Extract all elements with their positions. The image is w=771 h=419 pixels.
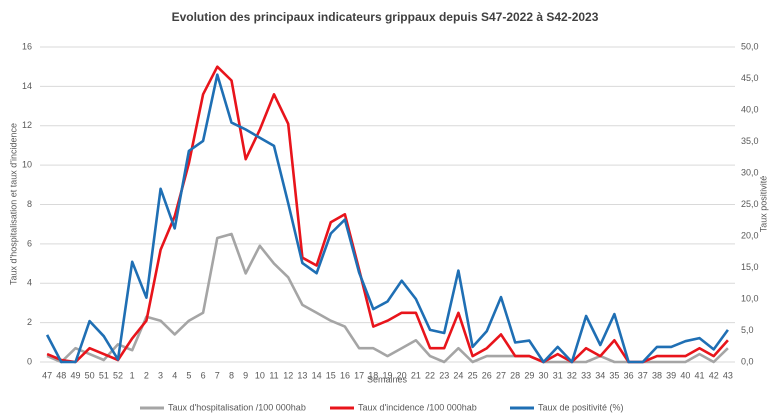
y2-tick-label: 45,0 [741, 73, 759, 83]
y2-tick-label: 20,0 [741, 230, 759, 240]
x-tick-label: 28 [510, 370, 520, 380]
y-tick-label: 16 [22, 41, 32, 51]
x-tick-label: 51 [99, 370, 109, 380]
x-tick-label: 15 [326, 370, 336, 380]
x-tick-label: 6 [201, 370, 206, 380]
x-tick-label: 24 [453, 370, 463, 380]
y2-tick-label: 5,0 [741, 325, 754, 335]
y2-tick-label: 50,0 [741, 41, 759, 51]
chart-title: Evolution des principaux indicateurs gri… [172, 10, 599, 24]
legend-label: Taux de positivité (%) [538, 402, 624, 412]
x-tick-label: 16 [340, 370, 350, 380]
x-tick-label: 18 [368, 370, 378, 380]
x-tick-label: 36 [624, 370, 634, 380]
series-line [45, 73, 729, 364]
x-tick-label: 4 [172, 370, 177, 380]
x-tick-label: 9 [243, 370, 248, 380]
y2-tick-label: 30,0 [741, 167, 759, 177]
legend-label: Taux d'hospitalisation /100 000hab [168, 402, 306, 412]
y2-tick-label: 10,0 [741, 293, 759, 303]
legend-label: Taux d'incidence /100 000hab [358, 402, 477, 412]
x-tick-label: 26 [482, 370, 492, 380]
x-tick-label: 48 [56, 370, 66, 380]
y2-tick-label: 40,0 [741, 104, 759, 114]
y-tick-label: 4 [27, 278, 32, 288]
x-tick-label: 31 [553, 370, 563, 380]
x-tick-label: 27 [496, 370, 506, 380]
x-tick-label: 8 [229, 370, 234, 380]
x-axis-label: Semaines [367, 374, 408, 384]
x-tick-label: 41 [695, 370, 705, 380]
x-tick-label: 13 [297, 370, 307, 380]
y-tick-label: 6 [27, 238, 32, 248]
x-tick-label: 25 [468, 370, 478, 380]
series-line [46, 65, 729, 364]
x-tick-label: 29 [524, 370, 534, 380]
x-tick-label: 35 [609, 370, 619, 380]
x-tick-label: 10 [255, 370, 265, 380]
y-tick-label: 2 [27, 317, 32, 327]
x-tick-label: 22 [425, 370, 435, 380]
x-tick-label: 5 [186, 370, 191, 380]
x-tick-label: 23 [439, 370, 449, 380]
y-axis-label: Taux d'hospitalisation et taux d'inciden… [8, 123, 18, 285]
x-tick-label: 11 [269, 370, 278, 380]
x-tick-label: 20 [397, 370, 407, 380]
x-tick-label: 38 [652, 370, 662, 380]
y2-tick-label: 35,0 [741, 136, 759, 146]
y-tick-label: 12 [22, 120, 32, 130]
x-tick-label: 12 [283, 370, 293, 380]
x-tick-label: 33 [581, 370, 591, 380]
x-tick-label: 42 [709, 370, 719, 380]
y2-tick-label: 15,0 [741, 262, 759, 272]
x-tick-label: 2 [144, 370, 149, 380]
y-tick-label: 10 [22, 160, 32, 170]
x-tick-label: 49 [70, 370, 80, 380]
y2-tick-label: 25,0 [741, 199, 759, 209]
x-tick-label: 21 [411, 370, 421, 380]
x-tick-label: 40 [680, 370, 690, 380]
x-tick-label: 3 [158, 370, 163, 380]
series-line [46, 232, 729, 364]
x-tick-label: 47 [42, 370, 52, 380]
x-tick-label: 1 [130, 370, 135, 380]
y2-tick-label: 0,0 [741, 356, 754, 366]
x-tick-label: 14 [312, 370, 322, 380]
x-tick-label: 39 [666, 370, 676, 380]
x-tick-label: 52 [113, 370, 123, 380]
x-tick-label: 19 [382, 370, 392, 380]
x-tick-label: 7 [215, 370, 220, 380]
y-tick-label: 0 [27, 356, 32, 366]
x-tick-label: 43 [723, 370, 733, 380]
y-tick-label: 8 [27, 199, 32, 209]
y-tick-label: 14 [22, 81, 32, 91]
x-tick-label: 37 [638, 370, 648, 380]
y2-axis-label: Taux positivité [758, 176, 768, 233]
x-tick-label: 50 [85, 370, 95, 380]
x-tick-label: 17 [354, 370, 364, 380]
x-tick-label: 32 [567, 370, 577, 380]
x-tick-label: 30 [539, 370, 549, 380]
x-tick-label: 34 [595, 370, 605, 380]
